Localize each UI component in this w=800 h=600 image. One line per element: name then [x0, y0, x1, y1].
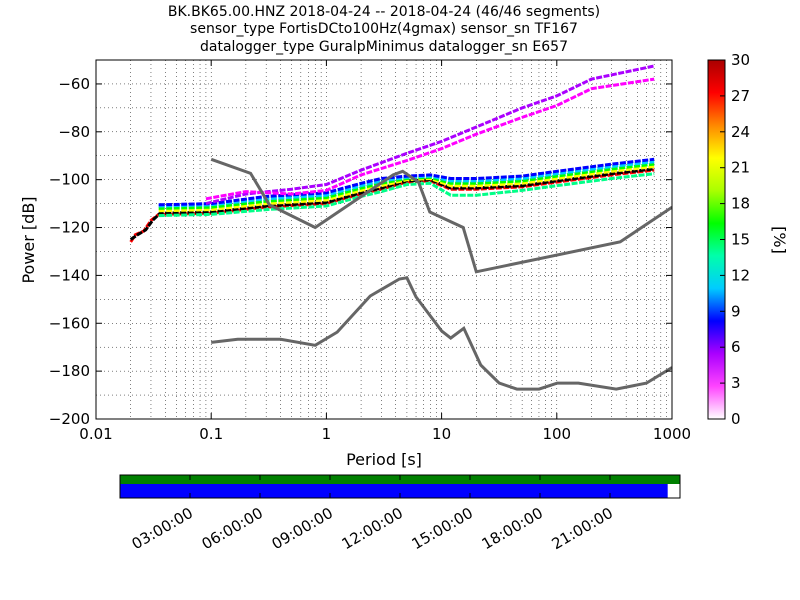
x-tick-label: 0.01 [79, 425, 112, 443]
y-tick-label: −80 [58, 123, 90, 141]
timeline-tick-label: 21:00:00 [549, 504, 616, 553]
x-tick-label: 0.1 [199, 425, 223, 443]
x-tick-label: 1 [322, 425, 332, 443]
colorbar-tick-label: 15 [731, 231, 750, 249]
y-tick-label: −160 [49, 314, 90, 332]
timeline-bar [120, 484, 668, 498]
y-tick-label: −100 [49, 171, 90, 189]
y-tick-label: −60 [58, 75, 90, 93]
colorbar-label: [%] [770, 226, 789, 254]
colorbar-tick-label: 12 [731, 266, 750, 284]
plot-background [96, 60, 672, 419]
x-tick-label: 10 [432, 425, 451, 443]
timeline-tick-label: 15:00:00 [409, 504, 476, 553]
y-tick-label: −200 [49, 410, 90, 428]
data-coverage-timeline: 03:00:00 06:00:00 09:00:00 12:00:00 15:00:00… [119, 474, 681, 553]
x-axis-label: Period [s] [346, 450, 422, 469]
grid [95, 59, 672, 420]
plot-frame [95, 59, 673, 420]
chart-title-line-2: sensor_type FortisDCto100Hz(4gmax) senso… [190, 21, 578, 37]
colorbar-ticks: 0 3 6 9 12 15 18 21 24 27 30 [720, 51, 750, 428]
y-tick-label: −180 [49, 362, 90, 380]
chart-title-line-3: datalogger_type GuralpMinimus datalogger… [200, 39, 568, 55]
colorbar-tick-label: 6 [731, 338, 741, 356]
timeline-tick-label: 12:00:00 [339, 504, 406, 553]
y-axis-label: Power [dB] [19, 196, 38, 283]
colorbar-tick-label: 0 [731, 410, 741, 428]
density-curve [158, 162, 655, 210]
colorbar-tick-label: 9 [731, 302, 741, 320]
noise-models [210, 157, 672, 391]
x-axis-ticks: 0.01 0.1 1 10 100 1000 [79, 60, 691, 443]
density-curve [205, 77, 655, 201]
y-tick-label: −120 [49, 219, 90, 237]
density-curve [158, 160, 655, 208]
colorbar-tick-label: 27 [731, 87, 750, 105]
timeline-tick-label: 06:00:00 [199, 504, 266, 553]
density-curve [205, 64, 655, 206]
colorbar-tick-label: 30 [731, 51, 750, 69]
chart-title-line-1: BK.BK65.00.HNZ 2018-04-24 -- 2018-04-24 … [168, 4, 600, 20]
x-tick-label: 1000 [653, 425, 691, 443]
noise-model-high [210, 157, 672, 274]
timeline-tick-label: 03:00:00 [129, 504, 196, 553]
colorbar-tick-label: 3 [731, 374, 741, 392]
timeline-tick-label: 18:00:00 [479, 504, 546, 553]
noise-model-low [211, 276, 672, 391]
colorbar-tick-label: 21 [731, 159, 750, 177]
colorbar-tick-label: 24 [731, 123, 750, 141]
colorbar-tick-label: 18 [731, 195, 750, 213]
y-axis-ticks: −200 −180 −160 −140 −120 −100 −80 −60 [49, 75, 672, 428]
density-curve [158, 157, 655, 207]
timeline-tick-label: 09:00:00 [269, 504, 336, 553]
x-tick-label: 100 [542, 425, 571, 443]
y-tick-label: −140 [49, 266, 90, 284]
